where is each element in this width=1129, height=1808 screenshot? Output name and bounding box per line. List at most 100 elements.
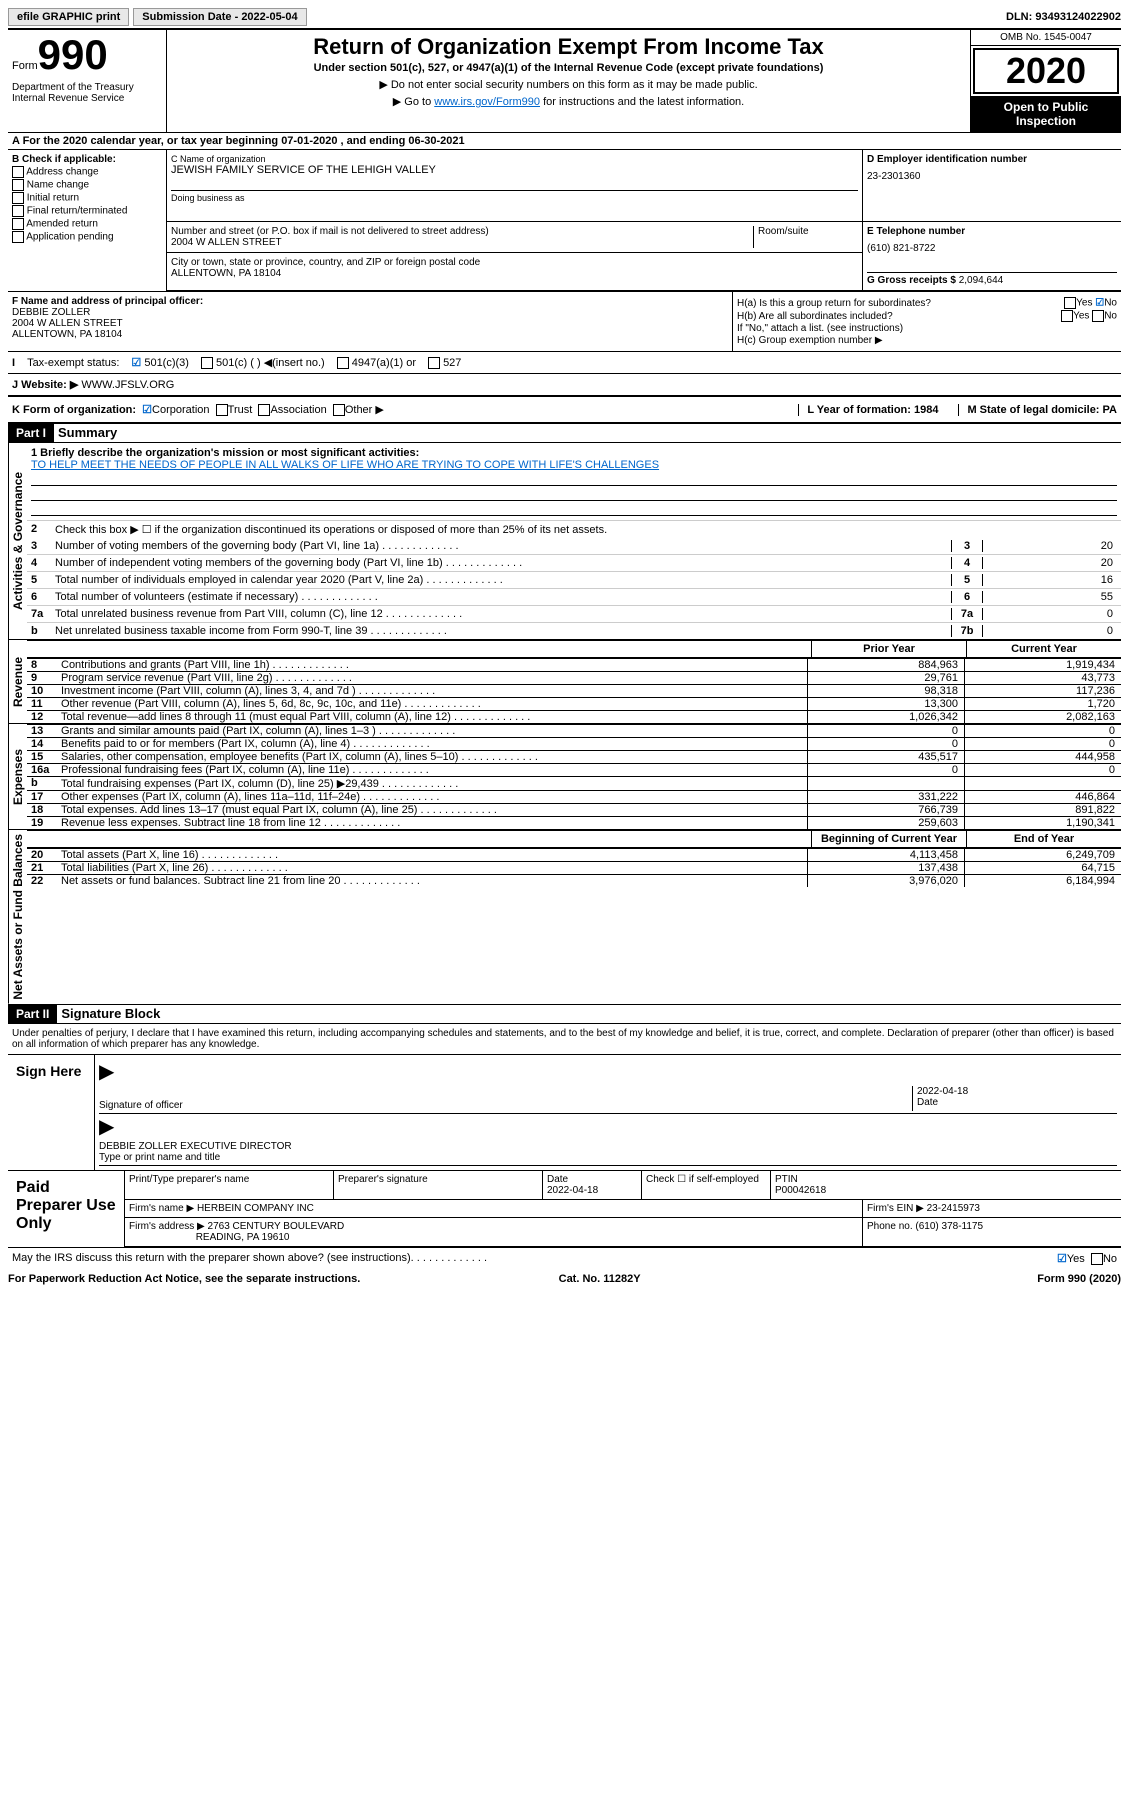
discuss-no[interactable]: [1091, 1253, 1103, 1265]
financial-row: 14Benefits paid to or for members (Part …: [27, 737, 1121, 750]
summary-row: 3Number of voting members of the governi…: [27, 538, 1121, 554]
firm-address: Firm's address ▶ 2763 CENTURY BOULEVARD …: [125, 1218, 863, 1246]
signature-intro: Under penalties of perjury, I declare th…: [8, 1024, 1121, 1054]
line-a: A For the 2020 calendar year, or tax yea…: [8, 133, 1121, 150]
financial-row: bTotal fundraising expenses (Part IX, co…: [27, 776, 1121, 790]
expenses-block: Expenses 13Grants and similar amounts pa…: [8, 724, 1121, 830]
checkbox-address-change[interactable]: [12, 166, 24, 178]
k-assoc[interactable]: [258, 404, 270, 416]
officer-cell: F Name and address of principal officer:…: [8, 292, 733, 351]
omb-number: OMB No. 1545-0047: [971, 30, 1121, 46]
checkbox-amended[interactable]: [12, 218, 24, 230]
subtitle: Under section 501(c), 527, or 4947(a)(1)…: [175, 62, 962, 74]
part-1-header: Part ISummary: [8, 424, 1121, 443]
financial-row: 9Program service revenue (Part VIII, lin…: [27, 671, 1121, 684]
mission-section: 1 Briefly describe the organization's mi…: [27, 443, 1121, 520]
officer-row: F Name and address of principal officer:…: [8, 292, 1121, 352]
financial-row: 16aProfessional fundraising fees (Part I…: [27, 763, 1121, 776]
status-527[interactable]: [428, 357, 440, 369]
financial-row: 13Grants and similar amounts paid (Part …: [27, 724, 1121, 737]
financial-row: 22Net assets or fund balances. Subtract …: [27, 874, 1121, 887]
firm-phone: Phone no. (610) 378-1175: [863, 1218, 1121, 1246]
financial-row: 18Total expenses. Add lines 13–17 (must …: [27, 803, 1121, 816]
discuss-row: May the IRS discuss this return with the…: [8, 1247, 1121, 1269]
financial-row: 8Contributions and grants (Part VIII, li…: [27, 658, 1121, 671]
summary-row: 7aTotal unrelated business revenue from …: [27, 605, 1121, 622]
financial-row: 12Total revenue—add lines 8 through 11 (…: [27, 710, 1121, 723]
note-2: ▶ Go to www.irs.gov/Form990 for instruct…: [175, 95, 962, 108]
governance-tab: Activities & Governance: [8, 443, 27, 639]
col-b: B Check if applicable: Address change Na…: [8, 150, 167, 291]
col-cg: C Name of organization JEWISH FAMILY SER…: [167, 150, 1121, 291]
signature-arrow-icon: ▶: [99, 1061, 114, 1083]
financial-row: 11Other revenue (Part VIII, column (A), …: [27, 697, 1121, 710]
sign-here-row: Sign Here ▶ Signature of officer 2022-04…: [8, 1054, 1121, 1170]
title-box: Return of Organization Exempt From Incom…: [167, 30, 970, 132]
prep-name-hdr: Print/Type preparer's name: [125, 1171, 334, 1199]
mission-text: TO HELP MEET THE NEEDS OF PEOPLE IN ALL …: [31, 459, 659, 471]
footer: For Paperwork Reduction Act Notice, see …: [8, 1269, 1121, 1289]
paperwork-notice: For Paperwork Reduction Act Notice, see …: [8, 1273, 360, 1285]
h-b-no[interactable]: [1092, 310, 1104, 322]
tax-status-row: I Tax-exempt status: ☑ 501(c)(3) 501(c) …: [8, 352, 1121, 374]
efile-button[interactable]: efile GRAPHIC print: [8, 8, 129, 26]
sign-here-label: Sign Here: [8, 1055, 95, 1170]
telephone-cell: E Telephone number (610) 821-8722 G Gros…: [863, 222, 1121, 290]
h-a-yes[interactable]: [1064, 297, 1076, 309]
right-box: OMB No. 1545-0047 2020 Open to Public In…: [970, 30, 1121, 132]
prep-selfemp: Check ☐ if self-employed: [642, 1171, 771, 1199]
year-formation: L Year of formation: 1984: [798, 404, 938, 416]
summary-row: 6Total number of volunteers (estimate if…: [27, 588, 1121, 605]
checkbox-application-pending[interactable]: [12, 231, 24, 243]
inspection-badge: Open to Public Inspection: [971, 96, 1121, 132]
officer-name: DEBBIE ZOLLER EXECUTIVE DIRECTORType or …: [99, 1141, 1117, 1163]
summary-row: 5Total number of individuals employed in…: [27, 571, 1121, 588]
summary-row: 4Number of independent voting members of…: [27, 554, 1121, 571]
h-b-yes[interactable]: [1061, 310, 1073, 322]
group-return-cell: H(a) Is this a group return for subordin…: [733, 292, 1121, 351]
form-number: 990: [38, 31, 108, 78]
expenses-tab: Expenses: [8, 724, 27, 829]
summary-row: bNet unrelated business taxable income f…: [27, 622, 1121, 639]
k-other[interactable]: [333, 404, 345, 416]
street-cell: Number and street (or P.O. box if mail i…: [171, 226, 753, 248]
checkbox-initial-return[interactable]: [12, 192, 24, 204]
revenue-block: Revenue Prior YearCurrent Year 8Contribu…: [8, 640, 1121, 724]
netassets-tab: Net Assets or Fund Balances: [8, 830, 27, 1004]
ein-cell: D Employer identification number 23-2301…: [863, 150, 1121, 221]
part-2-header: Part IISignature Block: [8, 1005, 1121, 1024]
instructions-link[interactable]: www.irs.gov/Form990: [434, 96, 540, 108]
col-b-header: B Check if applicable:: [12, 154, 162, 165]
section-b: B Check if applicable: Address change Na…: [8, 150, 1121, 292]
preparer-row: Paid Preparer Use Only Print/Type prepar…: [8, 1170, 1121, 1247]
name-arrow-icon: ▶: [99, 1116, 114, 1138]
financial-row: 10Investment income (Part VIII, column (…: [27, 684, 1121, 697]
prep-ptin: PTINP00042618: [771, 1171, 1121, 1199]
form-word: Form: [12, 60, 38, 72]
officer-signature: Signature of officer: [99, 1086, 912, 1111]
cat-no: Cat. No. 11282Y: [559, 1273, 641, 1285]
financial-row: 20Total assets (Part X, line 16) 4,113,4…: [27, 848, 1121, 861]
city-cell: City or town, state or province, country…: [167, 253, 862, 283]
financial-row: 15Salaries, other compensation, employee…: [27, 750, 1121, 763]
form-number-box: Form990 Department of the Treasury Inter…: [8, 30, 167, 132]
netassets-block: Net Assets or Fund Balances Beginning of…: [8, 830, 1121, 1005]
state-domicile: M State of legal domicile: PA: [958, 404, 1117, 416]
status-4947[interactable]: [337, 357, 349, 369]
signature-date: 2022-04-18Date: [912, 1086, 1117, 1111]
note-1: ▶ Do not enter social security numbers o…: [175, 78, 962, 91]
room-cell: Room/suite: [753, 226, 858, 248]
checkbox-name-change[interactable]: [12, 179, 24, 191]
firm-ein: Firm's EIN ▶ 23-2415973: [863, 1200, 1121, 1217]
department: Department of the Treasury Internal Reve…: [12, 82, 162, 104]
prep-sig-hdr: Preparer's signature: [334, 1171, 543, 1199]
checkbox-final-return[interactable]: [12, 205, 24, 217]
dln: DLN: 93493124022902: [1006, 11, 1121, 23]
governance-block: Activities & Governance 1 Briefly descri…: [8, 443, 1121, 640]
k-trust[interactable]: [216, 404, 228, 416]
page-title: Return of Organization Exempt From Incom…: [175, 34, 962, 60]
website-row: J Website: ▶ WWW.JFSLV.ORG: [8, 374, 1121, 397]
tax-year: 2020: [973, 48, 1119, 94]
status-501c[interactable]: [201, 357, 213, 369]
revenue-tab: Revenue: [8, 640, 27, 723]
